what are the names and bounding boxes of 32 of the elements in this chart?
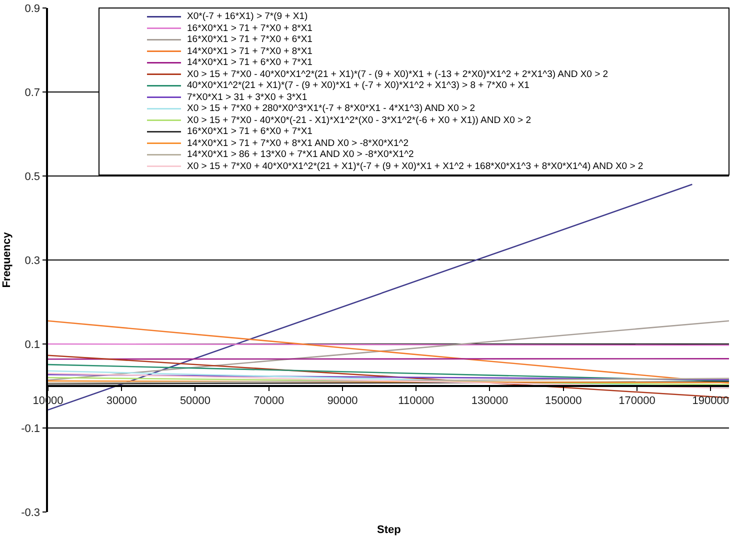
x-tick-label: 30000 — [106, 394, 137, 407]
legend-label: 14*X0*X1 > 71 + 6*X0 + 7*X1 — [187, 57, 312, 68]
legend-label: 16*X0*X1 > 71 + 7*X0 + 8*X1 — [187, 23, 312, 34]
legend-label: X0 > 15 + 7*X0 + 40*X0*X1^2*(21 + X1)*(-7 + (9 + X0)*X1 + X1^2 + 168*X0*X1^3 + 8*X0*X1^4) AND X0 > 2 — [187, 161, 644, 172]
y-tick-label: -0.1 — [21, 422, 40, 435]
legend-label: 7*X0*X1 > 31 + 3*X0 + 3*X1 — [187, 92, 308, 103]
x-tick-label: 110000 — [398, 394, 434, 407]
legend-label: 14*X0*X1 > 86 + 13*X0 + 7*X1 AND X0 > -8*X0*X1^2 — [187, 149, 414, 160]
y-tick-label: 0.5 — [24, 170, 40, 183]
legend-label: X0*(-7 + 16*X1) > 7*(9 + X1) — [187, 11, 308, 22]
legend-label: X0 > 15 + 7*X0 - 40*X0*X1^2*(21 + X1)*(7 - (9 + X0)*X1 + (-13 + 2*X0)*X1^2 + 2*X1^3) AND X0 > 2 — [187, 69, 608, 80]
x-tick-label: 190000 — [692, 394, 729, 407]
y-tick-label: 0.3 — [24, 254, 40, 267]
legend-label: 40*X0*X1^2*(21 + X1)*(7 - (9 + X0)*X1 + (-7 + X0)*X1^2 + X1^3) > 8 + 7*X0 + X1 — [187, 80, 530, 91]
y-axis-title: Frequency — [1, 231, 14, 288]
legend-label: 14*X0*X1 > 71 + 7*X0 + 8*X1 AND X0 > -8*X0*X1^2 — [187, 138, 409, 149]
x-tick-label: 170000 — [618, 394, 656, 407]
y-tick-label: 0.9 — [24, 2, 40, 15]
y-tick-label: 0.1 — [24, 338, 40, 351]
x-tick-label: 150000 — [544, 394, 582, 407]
legend-label: X0 > 15 + 7*X0 - 40*X0*(-21 - X1)*X1^2*(X0 - 3*X1^2*(-6 + X0 + X1)) AND X0 > 2 — [187, 115, 531, 126]
x-tick-label: 70000 — [254, 394, 284, 407]
legend-label: 16*X0*X1 > 71 + 7*X0 + 6*X1 — [187, 34, 312, 45]
y-tick-label: 0.7 — [24, 86, 40, 99]
legend-label: 14*X0*X1 > 71 + 7*X0 + 8*X1 — [187, 46, 312, 57]
legend-label: 16*X0*X1 > 71 + 6*X0 + 7*X1 — [187, 126, 312, 137]
x-axis-title: Step — [377, 524, 402, 536]
legend-label: X0 > 15 + 7*X0 + 280*X0^3*X1*(-7 + 8*X0*X1 - 4*X1^3) AND X0 > 2 — [187, 103, 476, 114]
x-tick-label: 50000 — [180, 394, 211, 407]
x-tick-label: 90000 — [327, 394, 358, 407]
y-tick-label: -0.3 — [21, 506, 40, 519]
x-tick-label: 130000 — [471, 394, 508, 407]
